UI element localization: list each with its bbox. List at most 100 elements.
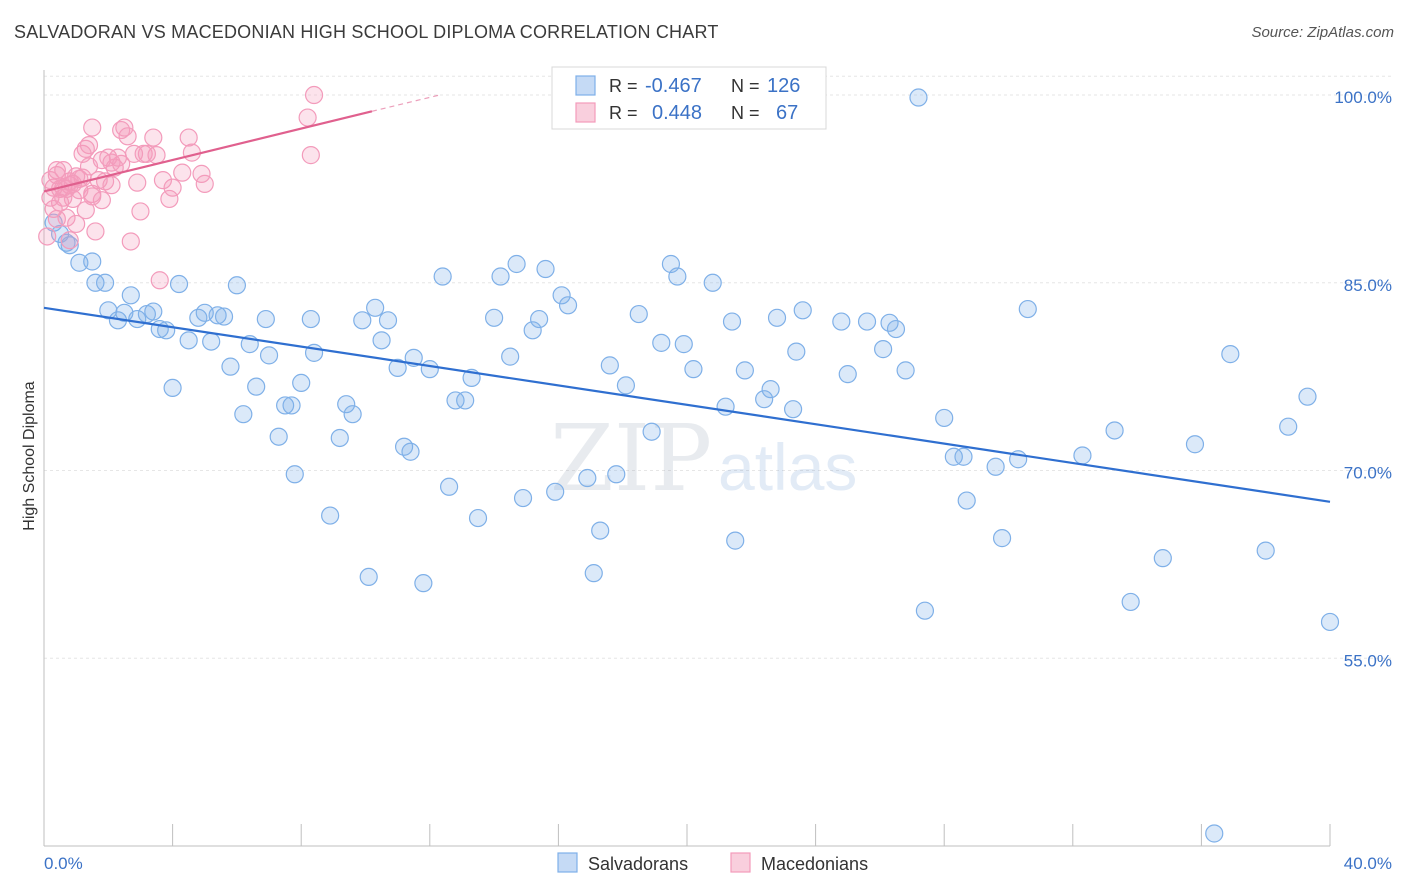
salvadorans-point[interactable]	[857, 312, 877, 331]
salvadorans-point[interactable]	[935, 408, 954, 428]
macedonians-point[interactable]	[144, 128, 163, 147]
salvadorans-point[interactable]	[433, 267, 452, 286]
salvadorans-point[interactable]	[234, 405, 253, 424]
salvadorans-point[interactable]	[359, 567, 378, 587]
salvadorans-point[interactable]	[703, 273, 722, 292]
salvadorans-point[interactable]	[221, 357, 240, 376]
salvadorans-point[interactable]	[668, 267, 687, 286]
salvadorans-point[interactable]	[60, 236, 79, 255]
salvadorans-point[interactable]	[202, 332, 221, 351]
salvadorans-point[interactable]	[501, 347, 520, 366]
macedonians-point[interactable]	[83, 118, 102, 137]
salvadorans-point[interactable]	[301, 309, 320, 329]
salvadorans-point[interactable]	[954, 447, 973, 466]
salvadorans-point[interactable]	[321, 506, 340, 525]
macedonians-point[interactable]	[134, 144, 153, 163]
macedonians-point[interactable]	[102, 153, 121, 172]
salvadorans-point[interactable]	[227, 276, 246, 295]
salvadorans-point[interactable]	[1320, 612, 1340, 632]
salvadorans-point[interactable]	[767, 308, 787, 327]
salvadorans-point[interactable]	[292, 373, 311, 393]
salvadorans-point[interactable]	[838, 365, 857, 384]
macedonians-point[interactable]	[195, 174, 214, 193]
salvadorans-point[interactable]	[1256, 541, 1275, 560]
salvadorans-point[interactable]	[1105, 421, 1124, 440]
salvadorans-point[interactable]	[485, 308, 504, 327]
salvadorans-point[interactable]	[523, 321, 542, 340]
macedonians-point[interactable]	[153, 171, 173, 190]
macedonians-point[interactable]	[67, 214, 86, 234]
salvadorans-point[interactable]	[1298, 387, 1317, 406]
salvadorans-point[interactable]	[420, 360, 439, 379]
salvadorans-point[interactable]	[1153, 549, 1172, 568]
macedonians-point[interactable]	[60, 231, 79, 250]
macedonians-point[interactable]	[112, 120, 131, 140]
salvadorans-point[interactable]	[388, 358, 407, 377]
salvadorans-point[interactable]	[208, 306, 227, 325]
salvadorans-point[interactable]	[591, 521, 610, 540]
macedonians-point[interactable]	[150, 271, 169, 290]
macedonians-point[interactable]	[128, 173, 147, 192]
salvadorans-point[interactable]	[1018, 299, 1037, 319]
salvadorans-point[interactable]	[957, 491, 976, 510]
salvadorans-point[interactable]	[761, 380, 780, 399]
macedonians-point[interactable]	[76, 139, 95, 158]
macedonians-point[interactable]	[121, 232, 140, 251]
salvadorans-point[interactable]	[642, 422, 661, 441]
macedonians-point[interactable]	[304, 85, 324, 105]
salvadorans-point[interactable]	[70, 253, 89, 272]
salvadorans-point[interactable]	[992, 529, 1012, 548]
macedonians-point[interactable]	[83, 187, 102, 206]
macedonians-point[interactable]	[124, 144, 144, 163]
salvadorans-point[interactable]	[578, 468, 597, 488]
salvadorans-point[interactable]	[330, 428, 349, 448]
salvadorans-point[interactable]	[886, 319, 906, 339]
salvadorans-point[interactable]	[269, 427, 288, 446]
salvadorans-point[interactable]	[353, 311, 372, 330]
salvadorans-point[interactable]	[722, 312, 742, 331]
salvadorans-point[interactable]	[783, 400, 803, 419]
salvadorans-point[interactable]	[1185, 435, 1205, 454]
salvadorans-point[interactable]	[652, 333, 671, 352]
salvadorans-point[interactable]	[558, 296, 578, 315]
salvadorans-point[interactable]	[726, 531, 745, 550]
salvadorans-point[interactable]	[179, 331, 198, 350]
macedonians-point[interactable]	[131, 202, 150, 221]
macedonians-point[interactable]	[301, 146, 320, 165]
salvadorans-point[interactable]	[121, 286, 140, 305]
salvadorans-point[interactable]	[366, 298, 385, 317]
salvadorans-point[interactable]	[378, 311, 398, 330]
salvadorans-point[interactable]	[468, 508, 488, 528]
salvadorans-point[interactable]	[787, 342, 806, 361]
salvadorans-point[interactable]	[401, 442, 420, 461]
macedonians-point[interactable]	[86, 222, 105, 241]
macedonians-point[interactable]	[192, 164, 211, 183]
salvadorans-point[interactable]	[986, 457, 1005, 476]
salvadorans-point[interactable]	[247, 377, 266, 396]
macedonians-point[interactable]	[92, 191, 111, 210]
salvadorans-point[interactable]	[684, 360, 703, 379]
salvadorans-point[interactable]	[491, 267, 510, 286]
salvadorans-point[interactable]	[607, 465, 626, 484]
salvadorans-point[interactable]	[584, 564, 603, 583]
salvadorans-point[interactable]	[169, 274, 189, 294]
salvadorans-point[interactable]	[536, 259, 555, 279]
salvadorans-point[interactable]	[874, 340, 893, 359]
salvadorans-point[interactable]	[163, 378, 182, 398]
salvadorans-point[interactable]	[83, 252, 102, 271]
salvadorans-point[interactable]	[456, 391, 475, 410]
salvadorans-point[interactable]	[896, 361, 915, 380]
salvadorans-point[interactable]	[735, 361, 754, 380]
salvadorans-point[interactable]	[909, 88, 928, 107]
salvadorans-point[interactable]	[793, 301, 812, 320]
macedonians-point[interactable]	[182, 143, 201, 162]
salvadorans-point[interactable]	[832, 312, 851, 331]
salvadorans-point[interactable]	[1073, 446, 1092, 465]
salvadorans-point[interactable]	[86, 273, 105, 292]
salvadorans-point[interactable]	[507, 254, 526, 274]
salvadorans-point[interactable]	[546, 482, 565, 501]
salvadorans-point[interactable]	[1279, 417, 1298, 436]
salvadorans-point[interactable]	[256, 309, 275, 329]
salvadorans-point[interactable]	[530, 309, 549, 329]
macedonians-point[interactable]	[179, 128, 198, 147]
